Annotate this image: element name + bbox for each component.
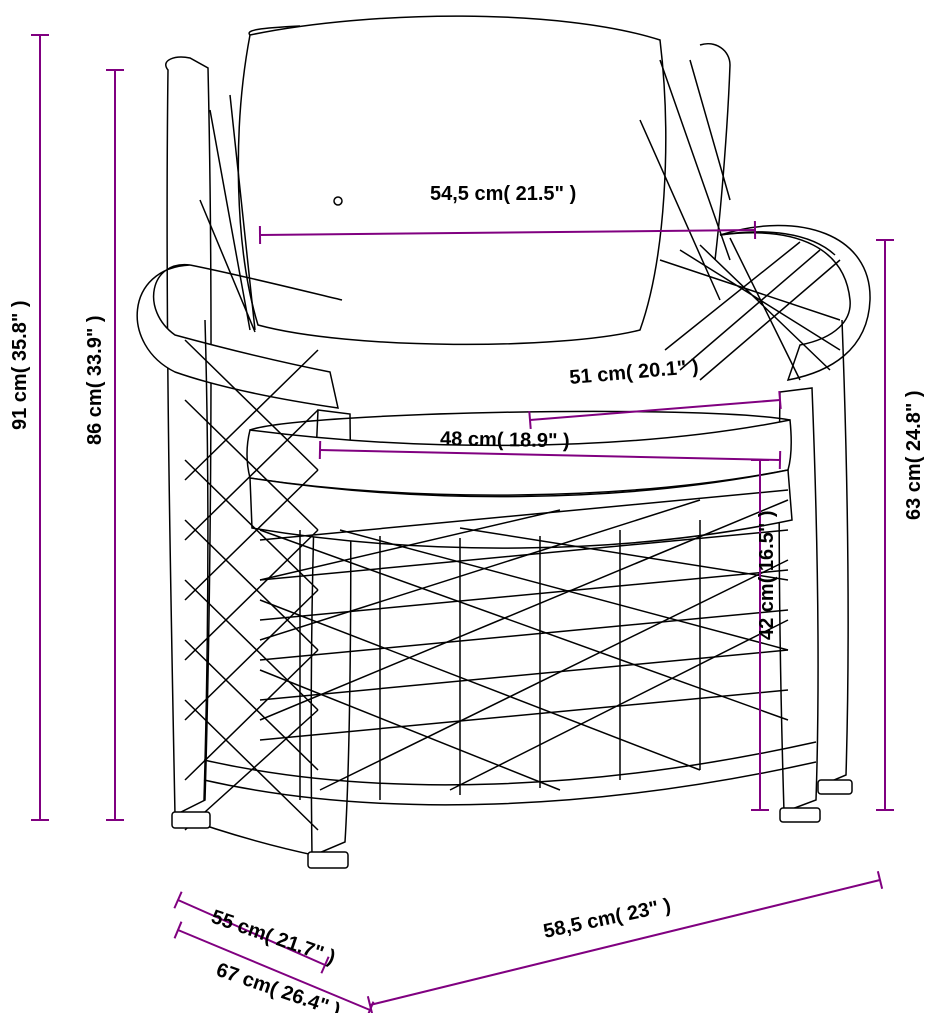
dim-label-seat_width: 48 cm( 18.9" ) xyxy=(440,428,570,452)
cushion-button xyxy=(334,197,342,205)
dim-label-back_height: 86 cm( 33.9" ) xyxy=(84,315,106,445)
dim-label-depth_inner: 55 cm( 21.7" ) xyxy=(208,906,338,969)
back-cushion xyxy=(238,16,665,344)
right-arm xyxy=(720,225,870,380)
dim-line-width_outer xyxy=(370,880,880,1005)
dim-label-arm_height: 63 cm( 24.8" ) xyxy=(903,390,925,520)
dim-label-total_height: 91 cm( 35.8" ) xyxy=(9,300,31,430)
dim-label-arm_inner_width: 54,5 cm( 21.5" ) xyxy=(430,183,576,205)
dimension-diagram: 91 cm( 35.8" ) 86 cm( 33.9" ) 63 cm( 24.8"… xyxy=(0,0,931,1013)
dim-label-seat_height: 42 cm( 16.5" ) xyxy=(756,510,778,640)
dim-line-seat_depth xyxy=(530,400,780,420)
dim-label-seat_depth: 51 cm( 20.1" ) xyxy=(569,356,700,389)
